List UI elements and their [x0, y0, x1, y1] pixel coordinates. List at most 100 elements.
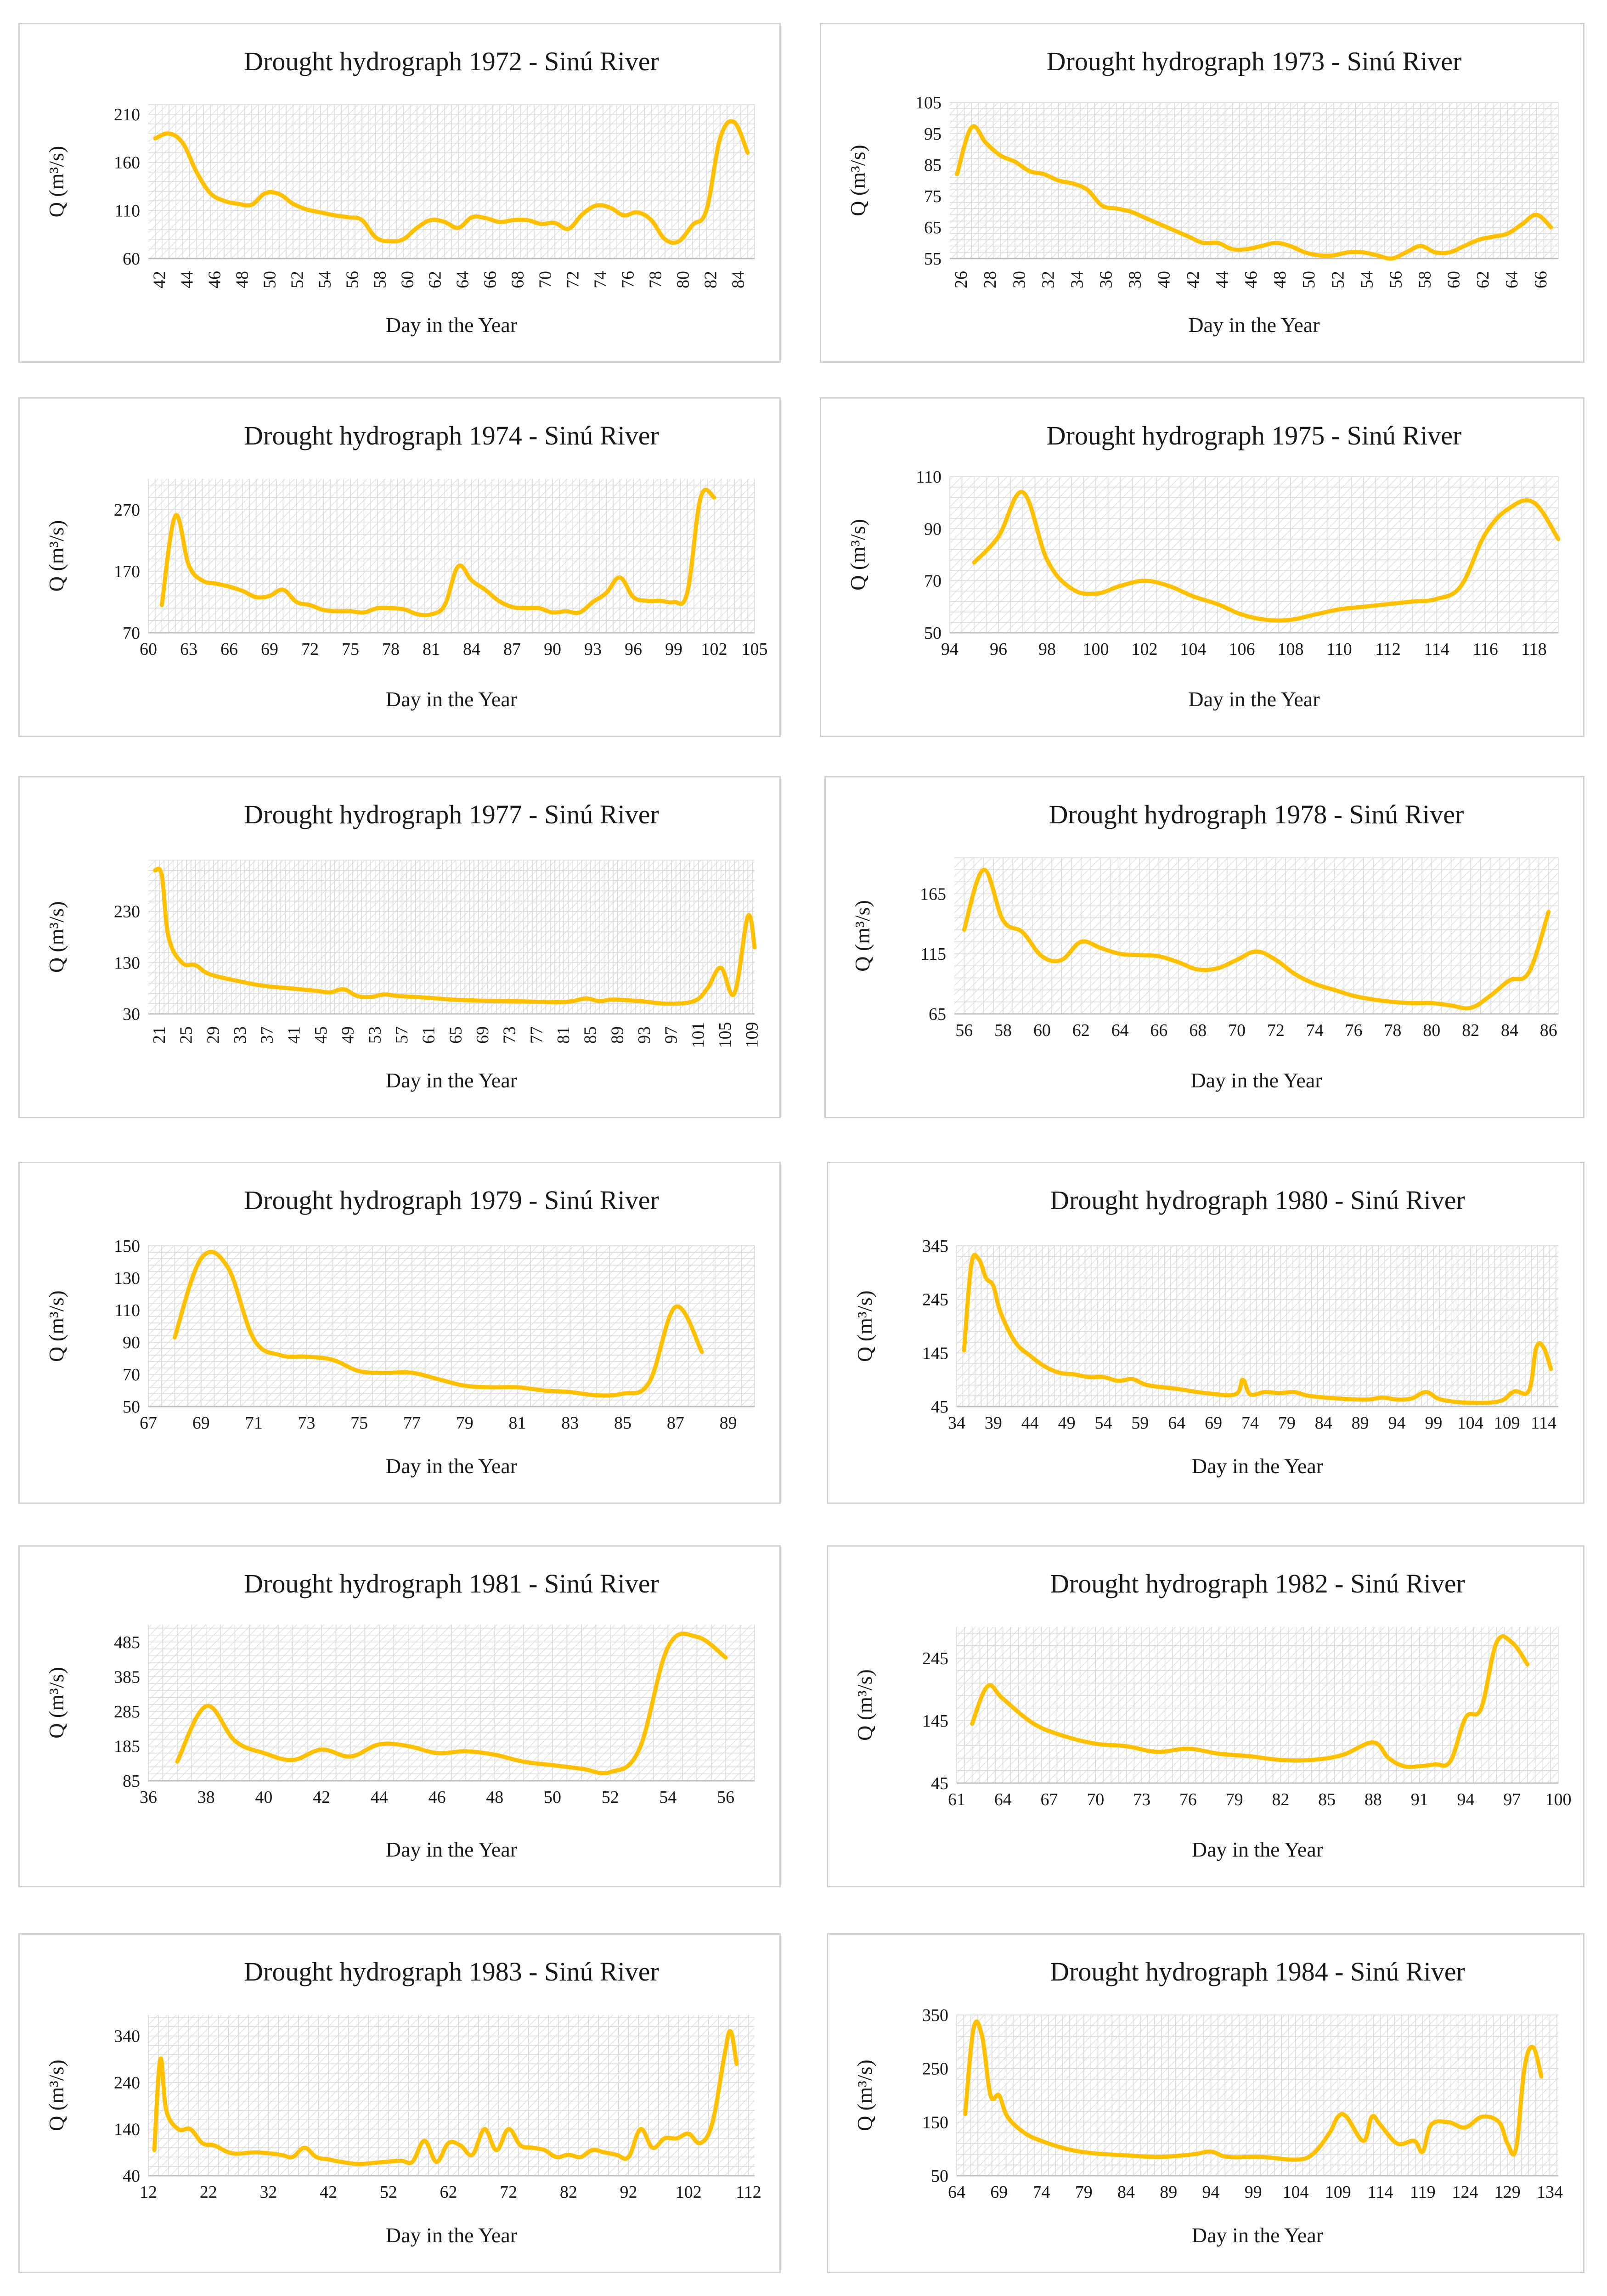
series-line	[152, 2029, 739, 2167]
x-tick-labels: 21 25 29 33 37 41 45 49 53 57 61 65 69 73 77 81 85 89 93 97…	[150, 1022, 762, 1048]
y-tick-label: 130	[114, 953, 140, 973]
y-tick-label: 115	[920, 945, 946, 964]
x-tick-label: 116	[1472, 640, 1498, 659]
y-axis-label: Q (m³/s)	[853, 1290, 876, 1362]
x-tick-label: 94	[1457, 1790, 1474, 1809]
x-tick-label: 94	[1388, 1413, 1406, 1433]
series-line	[972, 490, 1561, 623]
x-tick-label: 104	[1283, 2183, 1309, 2202]
x-tick-label: 62	[425, 271, 445, 288]
x-tick-label: 64	[994, 1790, 1012, 1809]
x-tick-label: 68	[508, 271, 527, 288]
y-tick-label: 85	[924, 156, 942, 175]
y-tick-label: 350	[922, 2006, 948, 2025]
x-tick-label: 112	[1375, 640, 1401, 659]
x-tick-labels: 60 63 66 69 72 75 78 81 84 87 90 93 96 99 102 105	[140, 640, 768, 659]
y-tick-label: 240	[114, 2073, 140, 2093]
chart-svg: 67 69 71 73 75 77 79 81 83 85 87 89 50 70 90 110 130 150 D…	[45, 1185, 755, 1478]
x-tick-label: 94	[1202, 2183, 1220, 2202]
x-tick-label: 74	[1241, 1413, 1259, 1433]
x-tick-label: 62	[440, 2183, 457, 2202]
chart-title: Drought hydrograph 1983 - Sinú River	[244, 1957, 659, 1986]
x-tick-label: 85	[614, 1413, 632, 1433]
x-tick-label: 77	[527, 1026, 546, 1044]
x-tick-label: 109	[743, 1022, 762, 1048]
x-tick-label: 101	[688, 1022, 708, 1048]
x-tick-label: 99	[1425, 1413, 1442, 1433]
x-tick-label: 66	[480, 271, 500, 288]
x-tick-label: 52	[288, 271, 307, 288]
chart-title: Drought hydrograph 1973 - Sinú River	[1047, 46, 1462, 76]
series-line	[175, 1632, 728, 1775]
x-tick-label: 72	[301, 640, 319, 659]
x-tick-label: 76	[618, 271, 637, 288]
x-tick-label: 32	[259, 2183, 277, 2202]
x-tick-label: 22	[200, 2183, 217, 2202]
x-tick-label: 76	[1179, 1790, 1197, 1809]
chart-svg: 94 96 98 100 102 104 106 108 110 112 114 116 118 50 70…	[846, 421, 1561, 711]
x-tick-label: 64	[1168, 1413, 1185, 1433]
y-tick-label: 210	[114, 105, 140, 124]
y-tick-label: 95	[924, 124, 942, 144]
y-tick-label: 145	[922, 1711, 948, 1731]
plot-area	[957, 2015, 1558, 2176]
x-tick-label: 87	[667, 1413, 684, 1433]
x-tick-label: 25	[177, 1026, 196, 1044]
chart-title: Drought hydrograph 1974 - Sinú River	[244, 421, 659, 450]
x-tick-label: 48	[1270, 271, 1290, 288]
plot-area	[957, 1246, 1558, 1407]
x-tick-labels: 12 22 32 42 52 62 72 82 92 102 112	[140, 2183, 761, 2202]
x-tick-label: 50	[1299, 271, 1319, 288]
x-tick-label: 12	[140, 2183, 157, 2202]
x-tick-label: 56	[955, 1021, 973, 1040]
y-axis-label: Q (m³/s)	[45, 1290, 68, 1362]
x-tick-label: 73	[1133, 1790, 1150, 1809]
chart-panel-9: 36 38 40 42 44 46 48 50 52 54 56 85 185 285 385 485 Drou…	[18, 1545, 781, 1887]
x-tick-label: 64	[453, 271, 472, 288]
y-gridlines	[148, 104, 755, 259]
x-tick-label: 89	[1160, 2183, 1177, 2202]
y-gridlines	[950, 102, 1558, 259]
x-tick-label: 90	[544, 640, 561, 659]
x-tick-label: 54	[659, 1788, 677, 1807]
x-tick-label: 74	[591, 271, 610, 288]
y-tick-label: 70	[123, 624, 140, 643]
chart-svg: 12 22 32 42 52 62 72 82 92 102 112 40 140 240 340 Droug…	[45, 1957, 761, 2247]
x-tick-label: 85	[581, 1026, 600, 1044]
x-tick-label: 96	[990, 640, 1007, 659]
y-tick-label: 150	[922, 2113, 948, 2132]
x-tick-label: 84	[728, 271, 748, 288]
y-axis-label: Q (m³/s)	[853, 2060, 876, 2131]
y-tick-labels: 85 185 285 385 485	[114, 1633, 140, 1791]
x-axis-label: Day in the Year	[386, 1069, 517, 1092]
x-tick-label: 49	[338, 1026, 358, 1044]
x-tick-label: 104	[1457, 1413, 1483, 1433]
y-tick-label: 60	[123, 249, 140, 269]
x-tick-label: 48	[232, 271, 252, 288]
x-tick-label: 72	[1267, 1021, 1285, 1040]
x-tick-label: 34	[948, 1413, 965, 1433]
y-tick-label: 65	[929, 1005, 946, 1024]
x-gridlines	[956, 1246, 1556, 1407]
x-tick-labels: 67 69 71 73 75 77 79 81 83 85 87 89	[140, 1413, 737, 1433]
x-tick-label: 70	[536, 271, 555, 288]
x-tick-label: 93	[584, 640, 602, 659]
x-tick-label: 52	[380, 2183, 397, 2202]
x-tick-label: 71	[245, 1413, 263, 1433]
x-tick-label: 69	[261, 640, 278, 659]
x-tick-label: 84	[1501, 1021, 1518, 1040]
y-tick-label: 30	[123, 1005, 140, 1024]
y-tick-labels: 70 170 270	[114, 501, 140, 643]
x-tick-label: 46	[429, 1788, 446, 1807]
y-axis-label: Q (m³/s)	[846, 145, 869, 216]
y-tick-labels: 55 65 75 85 95 105	[915, 93, 942, 269]
x-tick-label: 33	[231, 1026, 250, 1044]
chart-panel-2: 26 28 30 32 34 36 38 40 42 44 46 48 50 52 54 56 58 60 62 64…	[820, 23, 1584, 363]
x-tick-label: 78	[646, 271, 665, 288]
x-tick-label: 75	[350, 1413, 368, 1433]
y-tick-label: 110	[916, 467, 942, 487]
x-axis-label: Day in the Year	[386, 687, 517, 711]
x-tick-label: 105	[742, 640, 768, 659]
y-tick-label: 90	[924, 519, 942, 539]
x-tick-label: 124	[1452, 2183, 1478, 2202]
